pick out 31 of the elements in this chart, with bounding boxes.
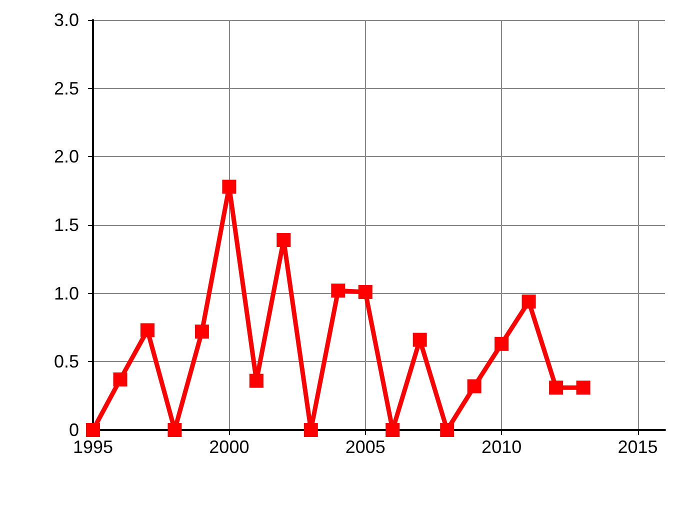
x-tick-label: 2005 [345, 437, 386, 457]
point [494, 336, 509, 351]
point [249, 374, 264, 388]
point [86, 423, 100, 437]
point [467, 379, 482, 394]
y-tick-label: 0 [68, 420, 79, 440]
y-tick-label: 2.0 [54, 146, 79, 167]
point [549, 380, 564, 395]
point [522, 294, 536, 309]
x-tick-label: 1995 [72, 437, 114, 457]
x-tick-label: 2010 [482, 437, 522, 457]
point [440, 423, 454, 437]
point [386, 423, 400, 437]
point [358, 284, 372, 299]
point [194, 324, 209, 339]
point [113, 372, 128, 386]
x-tick-label: 2015 [618, 437, 658, 457]
point [140, 323, 154, 338]
y-tick-label: 1.0 [54, 283, 79, 304]
point [331, 284, 346, 298]
y-tick-label: 3.0 [54, 10, 79, 30]
y-tick-label: 2.5 [54, 78, 79, 98]
x-tick-label: 2000 [209, 437, 250, 457]
y-tick-label: 1.5 [54, 215, 79, 235]
point [168, 423, 182, 437]
point [412, 332, 427, 347]
point [222, 180, 236, 194]
y-tick-label: 0.5 [54, 352, 79, 372]
point [276, 233, 291, 248]
point [576, 380, 590, 395]
point [304, 423, 318, 437]
